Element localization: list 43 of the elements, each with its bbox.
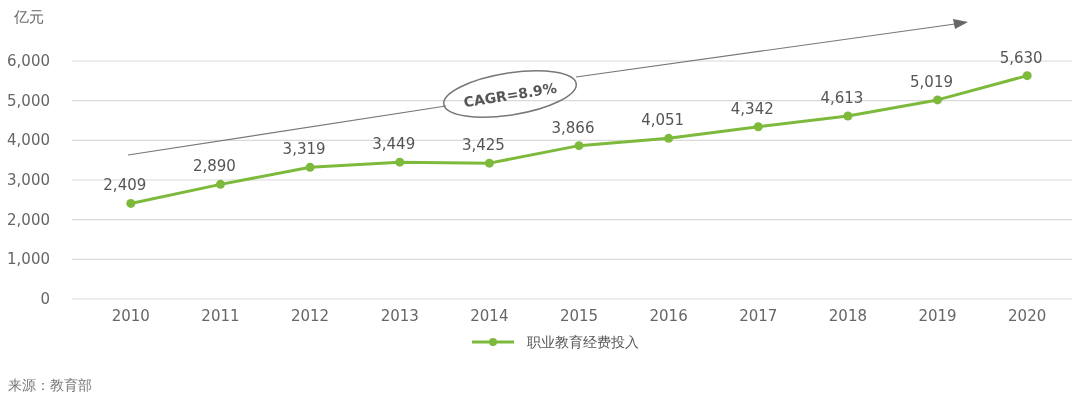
point	[933, 95, 943, 105]
y-axis-title: 亿元	[13, 8, 44, 26]
x-tick-label: 2015	[559, 307, 599, 325]
text: 3,319	[282, 140, 326, 159]
x-tick-label: 2014	[470, 307, 509, 325]
point	[753, 122, 763, 132]
y-tick-label: 0	[40, 290, 50, 308]
point	[1022, 71, 1032, 81]
point	[126, 198, 136, 208]
x-tick-label: 2019	[918, 307, 957, 325]
y-tick-label: 2,000	[7, 210, 50, 229]
point	[484, 158, 494, 168]
y-tick-label: 3,000	[7, 171, 50, 189]
y-tick-label: 4,000	[7, 131, 50, 150]
point	[395, 157, 405, 167]
text: 4,613	[820, 89, 864, 108]
x-tick-label: 2017	[739, 307, 778, 325]
y-tick-label: 6,000	[7, 52, 50, 70]
y-tick-label: 5,000	[7, 91, 50, 110]
point	[215, 179, 225, 189]
point	[305, 162, 315, 172]
point	[843, 111, 853, 121]
x-tick-label: 2012	[291, 307, 330, 325]
x-tick-label: 2018	[828, 307, 867, 325]
x-tick-label: 2011	[201, 307, 240, 325]
x-tick-label: 2013	[380, 307, 419, 325]
text: 2,890	[192, 157, 236, 176]
text: 5,019	[910, 72, 954, 91]
x-tick-label: 2010	[111, 307, 150, 325]
text: 4,051	[641, 111, 685, 130]
x-tick-label: 2020	[1008, 307, 1047, 325]
text: 5,630	[999, 48, 1043, 67]
point	[574, 141, 584, 151]
y-tick-label: 1,000	[7, 250, 50, 269]
source-note: 来源：教育部	[8, 377, 92, 393]
x-tick-label: 2016	[649, 307, 688, 325]
text: 3,866	[551, 118, 595, 137]
text: 2,409	[103, 176, 147, 195]
text: 4,342	[730, 99, 774, 118]
text: 3,425	[461, 136, 505, 155]
text: 3,449	[372, 135, 416, 154]
point	[664, 133, 674, 143]
legend-label: 职业教育经费投入	[527, 334, 639, 350]
